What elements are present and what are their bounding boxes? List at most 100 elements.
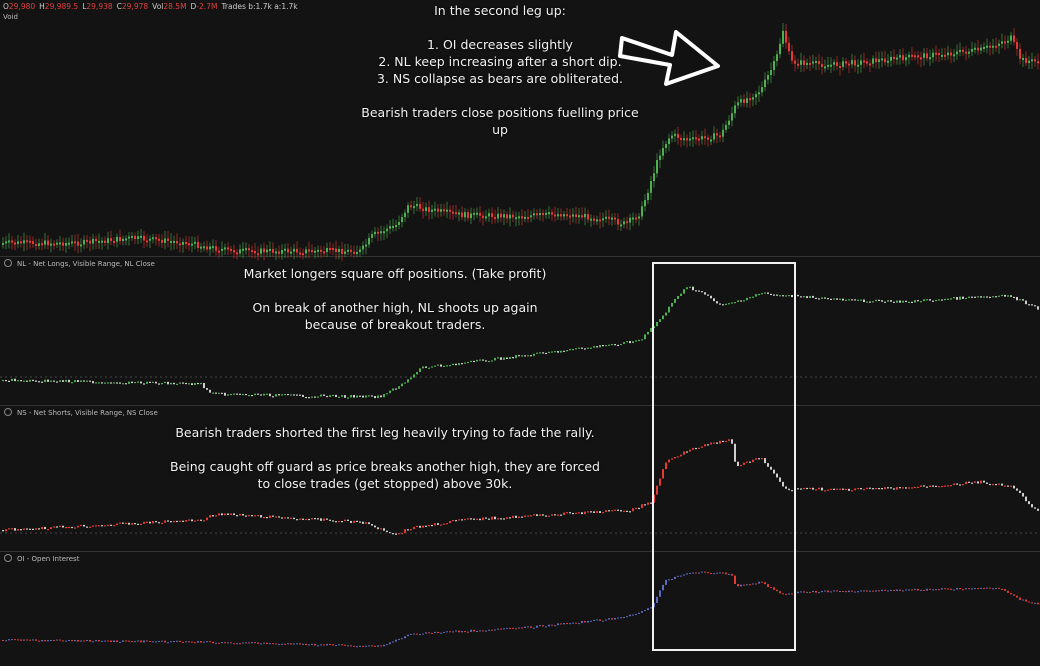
price-candle	[677, 133, 679, 139]
oi-bar	[830, 591, 832, 593]
ns-bar	[299, 518, 301, 520]
ns-bar	[281, 517, 283, 519]
nl-bar	[26, 380, 28, 382]
nl-bar	[983, 296, 985, 298]
oi-bar	[359, 645, 361, 647]
nl-bar	[323, 394, 325, 396]
nl-bar	[896, 300, 898, 303]
ns-bar	[656, 485, 658, 495]
ns-bar	[80, 524, 82, 527]
price-candle	[869, 63, 871, 66]
price-candle	[1034, 59, 1036, 62]
gear-icon[interactable]	[4, 408, 12, 416]
oi-bar	[998, 587, 1000, 589]
oi-bar	[338, 644, 340, 646]
oi-bar	[635, 613, 637, 615]
oi-bar	[908, 589, 910, 591]
nl-bar	[974, 296, 976, 298]
price-candle	[236, 252, 238, 255]
nl-bar	[722, 304, 724, 306]
ns-bar	[857, 488, 859, 490]
ns-bar	[638, 507, 640, 510]
nl-bar	[623, 342, 625, 344]
nl-bar	[563, 350, 565, 352]
price-candle	[110, 238, 112, 241]
oi-bar	[1019, 597, 1021, 600]
oi-bar	[32, 639, 34, 641]
oi-bar	[398, 638, 400, 640]
gear-icon[interactable]	[4, 259, 12, 267]
oi-bar	[530, 626, 532, 628]
price-candle	[728, 120, 730, 125]
nl-pane-label[interactable]: NL - Net Longs, Visible Range, NL Close	[4, 259, 155, 268]
ns-bar	[566, 512, 568, 514]
oi-bar	[791, 593, 793, 595]
oi-bar	[116, 640, 118, 643]
nl-bar	[587, 347, 589, 349]
nl-bar	[770, 293, 772, 296]
oi-bar	[653, 603, 655, 608]
nl-bar	[869, 301, 871, 303]
ns-bar	[554, 514, 556, 516]
oi-bar	[986, 587, 988, 589]
price-candle	[479, 212, 481, 216]
nl-bar	[926, 299, 928, 301]
ns-bar	[818, 487, 820, 490]
nl-bar	[482, 359, 484, 361]
nl-bar	[56, 381, 58, 383]
ns-bar	[620, 510, 622, 512]
gear-icon[interactable]	[4, 554, 12, 562]
nl-bar	[719, 303, 721, 305]
ns-pane-label[interactable]: NS - Net Shorts, Visible Range, NS Close	[4, 408, 158, 417]
price-candle	[350, 249, 352, 252]
oi-bar	[23, 639, 25, 641]
price-candle	[614, 217, 616, 220]
price-candle	[29, 240, 31, 243]
oi-bar	[923, 589, 925, 591]
oi-bar	[188, 641, 190, 643]
nl-bar	[509, 356, 511, 359]
oi-bar	[932, 589, 934, 591]
nl-bar	[644, 334, 646, 340]
oi-bar	[734, 575, 736, 585]
price-candle	[1010, 35, 1012, 41]
nl-bar	[281, 394, 283, 396]
price-candle	[62, 242, 64, 246]
oi-bar	[602, 620, 604, 622]
ns-bar	[320, 518, 322, 521]
oi-pane-label[interactable]: OI - Open Interest	[4, 554, 79, 563]
oi-bar	[185, 641, 187, 643]
ns-bar	[515, 515, 517, 518]
oi-bar	[818, 592, 820, 594]
oi-bar	[752, 583, 754, 585]
ns-bar	[227, 513, 229, 515]
price-candle	[680, 138, 682, 141]
pane-divider[interactable]	[0, 256, 1040, 257]
ns-bar	[827, 489, 829, 491]
price-candle	[944, 54, 946, 57]
nl-bar	[425, 366, 427, 368]
oi-bar	[194, 642, 196, 644]
nl-bar	[872, 301, 874, 303]
ns-bar	[122, 522, 124, 524]
nl-bar	[821, 297, 823, 299]
price-candle	[290, 251, 292, 254]
oi-bar	[458, 630, 460, 633]
ns-bar	[113, 525, 115, 527]
price-candle	[1031, 59, 1033, 62]
nl-bar	[65, 379, 67, 382]
oi-bar	[641, 611, 643, 613]
nl-bar	[263, 393, 265, 396]
pane-divider[interactable]	[0, 405, 1040, 406]
price-candle	[455, 212, 457, 215]
nl-bar	[599, 345, 601, 348]
price-candle	[803, 60, 805, 65]
oi-bar	[767, 584, 769, 588]
nl-bar	[212, 392, 214, 394]
oi-bar	[419, 634, 421, 636]
ns-bar	[662, 469, 664, 479]
ns-bar	[32, 528, 34, 530]
pane-divider[interactable]	[0, 551, 1040, 552]
price-candle	[656, 159, 658, 174]
